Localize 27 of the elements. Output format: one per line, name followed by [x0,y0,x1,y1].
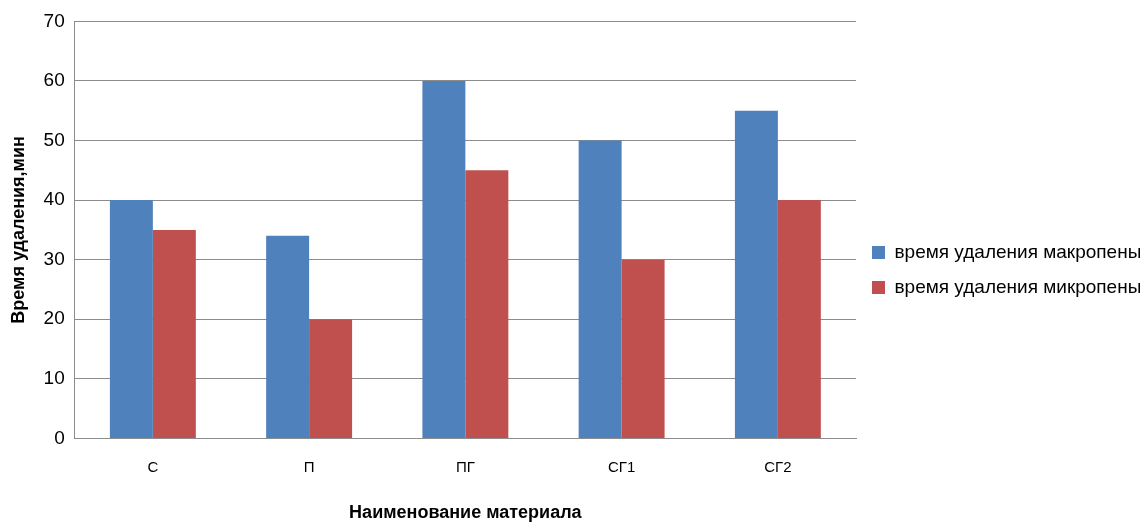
bar [734,110,778,438]
y-tick-label: 60 [43,69,65,91]
y-tick-label: 50 [43,128,65,150]
y-tick-label: 20 [43,307,65,329]
bar [465,170,509,438]
x-tick-label: С [147,457,159,475]
y-tick-label: 0 [54,426,65,448]
bar [422,80,466,438]
bar [621,259,665,438]
x-axis-title: Наименование материала [349,502,583,523]
x-tick-label: ПГ [455,457,475,475]
bar [266,235,310,438]
bar [777,200,821,438]
x-tick-label: СГ1 [607,457,636,475]
y-tick-label: 40 [43,188,65,210]
bar [309,319,353,438]
bar [109,200,153,438]
y-axis-title: Время удаления,мин [7,136,28,324]
x-tick-label: СГ2 [764,457,792,475]
legend-label: время удаления микропены [894,275,1142,297]
bar [152,229,196,438]
x-tick-label: П [303,457,315,475]
y-tick-label: 30 [43,247,65,269]
legend-label: время удаления макропены [894,240,1142,262]
bar [578,140,622,438]
y-tick-label: 10 [43,367,65,389]
y-tick-label: 70 [43,9,65,31]
